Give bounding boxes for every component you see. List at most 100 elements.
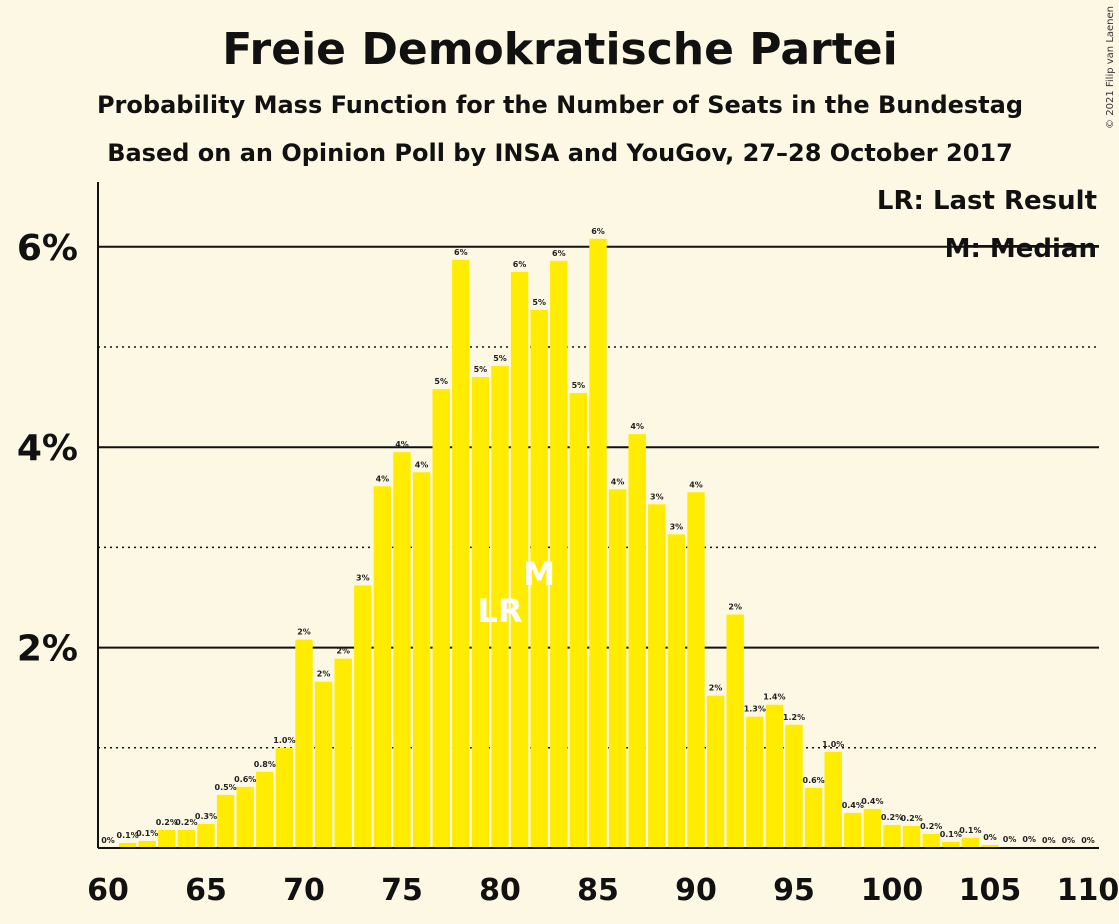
bar-seat-75 — [393, 452, 411, 848]
bar-value-label: 0.2% — [881, 813, 903, 822]
bar-value-label: 0.2% — [920, 822, 942, 831]
bar-seat-93 — [746, 716, 764, 848]
bar-seat-98 — [844, 812, 862, 848]
bar-value-label: 0.6% — [803, 776, 825, 785]
bar-seat-82 — [530, 309, 548, 848]
bar-value-label: 6% — [513, 260, 527, 269]
bar-value-label: 1.0% — [822, 740, 844, 749]
y-tick-label: 2% — [17, 629, 78, 670]
bar-seat-83 — [550, 260, 568, 848]
y-tick-labels: 2% 4% 6% — [17, 228, 78, 670]
bar-value-label: 5% — [474, 365, 488, 374]
bar-value-label: 1.2% — [783, 713, 805, 722]
y-tick-label: 4% — [17, 428, 78, 469]
bar-seat-79 — [471, 377, 490, 848]
bar-value-label: 2% — [728, 603, 742, 612]
bar-seat-89 — [667, 534, 686, 848]
chart-source-subtitle: Based on an Opinion Poll by INSA and You… — [107, 139, 1013, 167]
bar-seat-92 — [726, 614, 744, 848]
last-result-marker: LR — [477, 592, 522, 630]
bar-seat-76 — [412, 472, 431, 848]
bar-seat-100 — [883, 824, 901, 848]
bar-value-label: 0% — [983, 833, 997, 842]
bar-value-label: 0.3% — [195, 812, 217, 821]
bar-seat-73 — [354, 585, 372, 848]
bar-value-label: 6% — [454, 248, 468, 257]
bar-value-label: 0% — [1062, 836, 1076, 845]
bar-value-label: 4% — [415, 460, 429, 469]
x-tick-label: 70 — [283, 873, 325, 908]
legend-median: M: Median — [945, 234, 1097, 264]
bar-seat-63 — [158, 829, 176, 848]
bar-seat-99 — [863, 808, 882, 848]
bar-seat-96 — [804, 787, 823, 848]
bar-seat-95 — [785, 724, 803, 848]
bar-value-label: 0.2% — [175, 818, 197, 827]
x-tick-label: 100 — [861, 873, 924, 908]
bar-value-label: 0.4% — [842, 801, 864, 810]
bar-seat-105 — [981, 844, 999, 848]
bar-seat-101 — [902, 825, 921, 848]
bar-value-label: 0.8% — [254, 760, 276, 769]
bar-value-label: 0.1% — [136, 829, 158, 838]
bar-value-label: 0.1% — [959, 826, 981, 835]
bar-value-label: 1.0% — [273, 736, 295, 745]
bar-seat-62 — [138, 840, 156, 848]
bar-value-label: 0.1% — [117, 831, 139, 840]
y-tick-label: 6% — [17, 228, 78, 269]
bar-seat-87 — [628, 434, 646, 848]
bar-value-label: 0% — [1042, 836, 1056, 845]
bar-value-label: 0% — [1081, 836, 1095, 845]
bar-seat-94 — [765, 704, 784, 848]
bar-seat-104 — [961, 837, 980, 848]
x-tick-label: 95 — [773, 873, 815, 908]
bar-value-label: 3% — [650, 492, 664, 501]
chart-subtitle: Probability Mass Function for the Number… — [97, 91, 1023, 119]
bar-seat-64 — [177, 829, 196, 848]
x-tick-label: 85 — [577, 873, 619, 908]
x-tick-label: 110 — [1057, 873, 1119, 908]
bar-value-label: 4% — [395, 440, 409, 449]
bar-value-label: 0% — [1022, 835, 1036, 844]
bar-value-label: 0.2% — [901, 814, 923, 823]
bar-value-label: 3% — [670, 522, 684, 531]
bars-group — [118, 238, 1038, 849]
bar-seat-69 — [275, 747, 294, 848]
bar-seat-67 — [236, 786, 254, 848]
bar-value-label: 1.4% — [763, 693, 785, 702]
bar-seat-66 — [216, 794, 235, 848]
bar-seat-74 — [373, 486, 392, 848]
bar-value-label: 4% — [376, 474, 390, 483]
bar-value-label: 2% — [709, 684, 723, 693]
bar-value-label: 2% — [317, 670, 331, 679]
bar-seat-103 — [942, 841, 960, 848]
x-tick-label: 80 — [479, 873, 521, 908]
bar-value-label: 4% — [611, 477, 625, 486]
x-tick-label: 105 — [959, 873, 1022, 908]
bar-seat-102 — [922, 833, 940, 848]
bar-seat-65 — [197, 823, 215, 848]
bar-value-label: 4% — [630, 422, 644, 431]
bar-value-label: 0.6% — [234, 775, 256, 784]
bar-value-label: 2% — [297, 628, 311, 637]
bar-value-label: 2% — [336, 647, 350, 656]
bar-seat-84 — [569, 393, 588, 848]
bar-value-label: 0.2% — [156, 818, 178, 827]
bar-value-label: 3% — [356, 573, 370, 582]
x-tick-label: 65 — [185, 873, 227, 908]
bar-seat-88 — [648, 504, 666, 848]
legend-last-result: LR: Last Result — [877, 186, 1097, 216]
bar-value-label: 5% — [493, 354, 507, 363]
bar-value-label: 6% — [591, 227, 605, 236]
bar-value-label: 1.3% — [744, 705, 766, 714]
bar-value-label: 0.4% — [861, 797, 883, 806]
bar-seat-68 — [256, 771, 274, 848]
bar-value-label: 5% — [434, 377, 448, 386]
x-tick-label: 60 — [87, 873, 129, 908]
bar-seat-72 — [334, 658, 352, 848]
bar-value-label: 6% — [552, 249, 566, 258]
bar-value-label: 0% — [1003, 835, 1017, 844]
x-tick-label: 90 — [675, 873, 717, 908]
bar-seat-80 — [491, 366, 509, 848]
